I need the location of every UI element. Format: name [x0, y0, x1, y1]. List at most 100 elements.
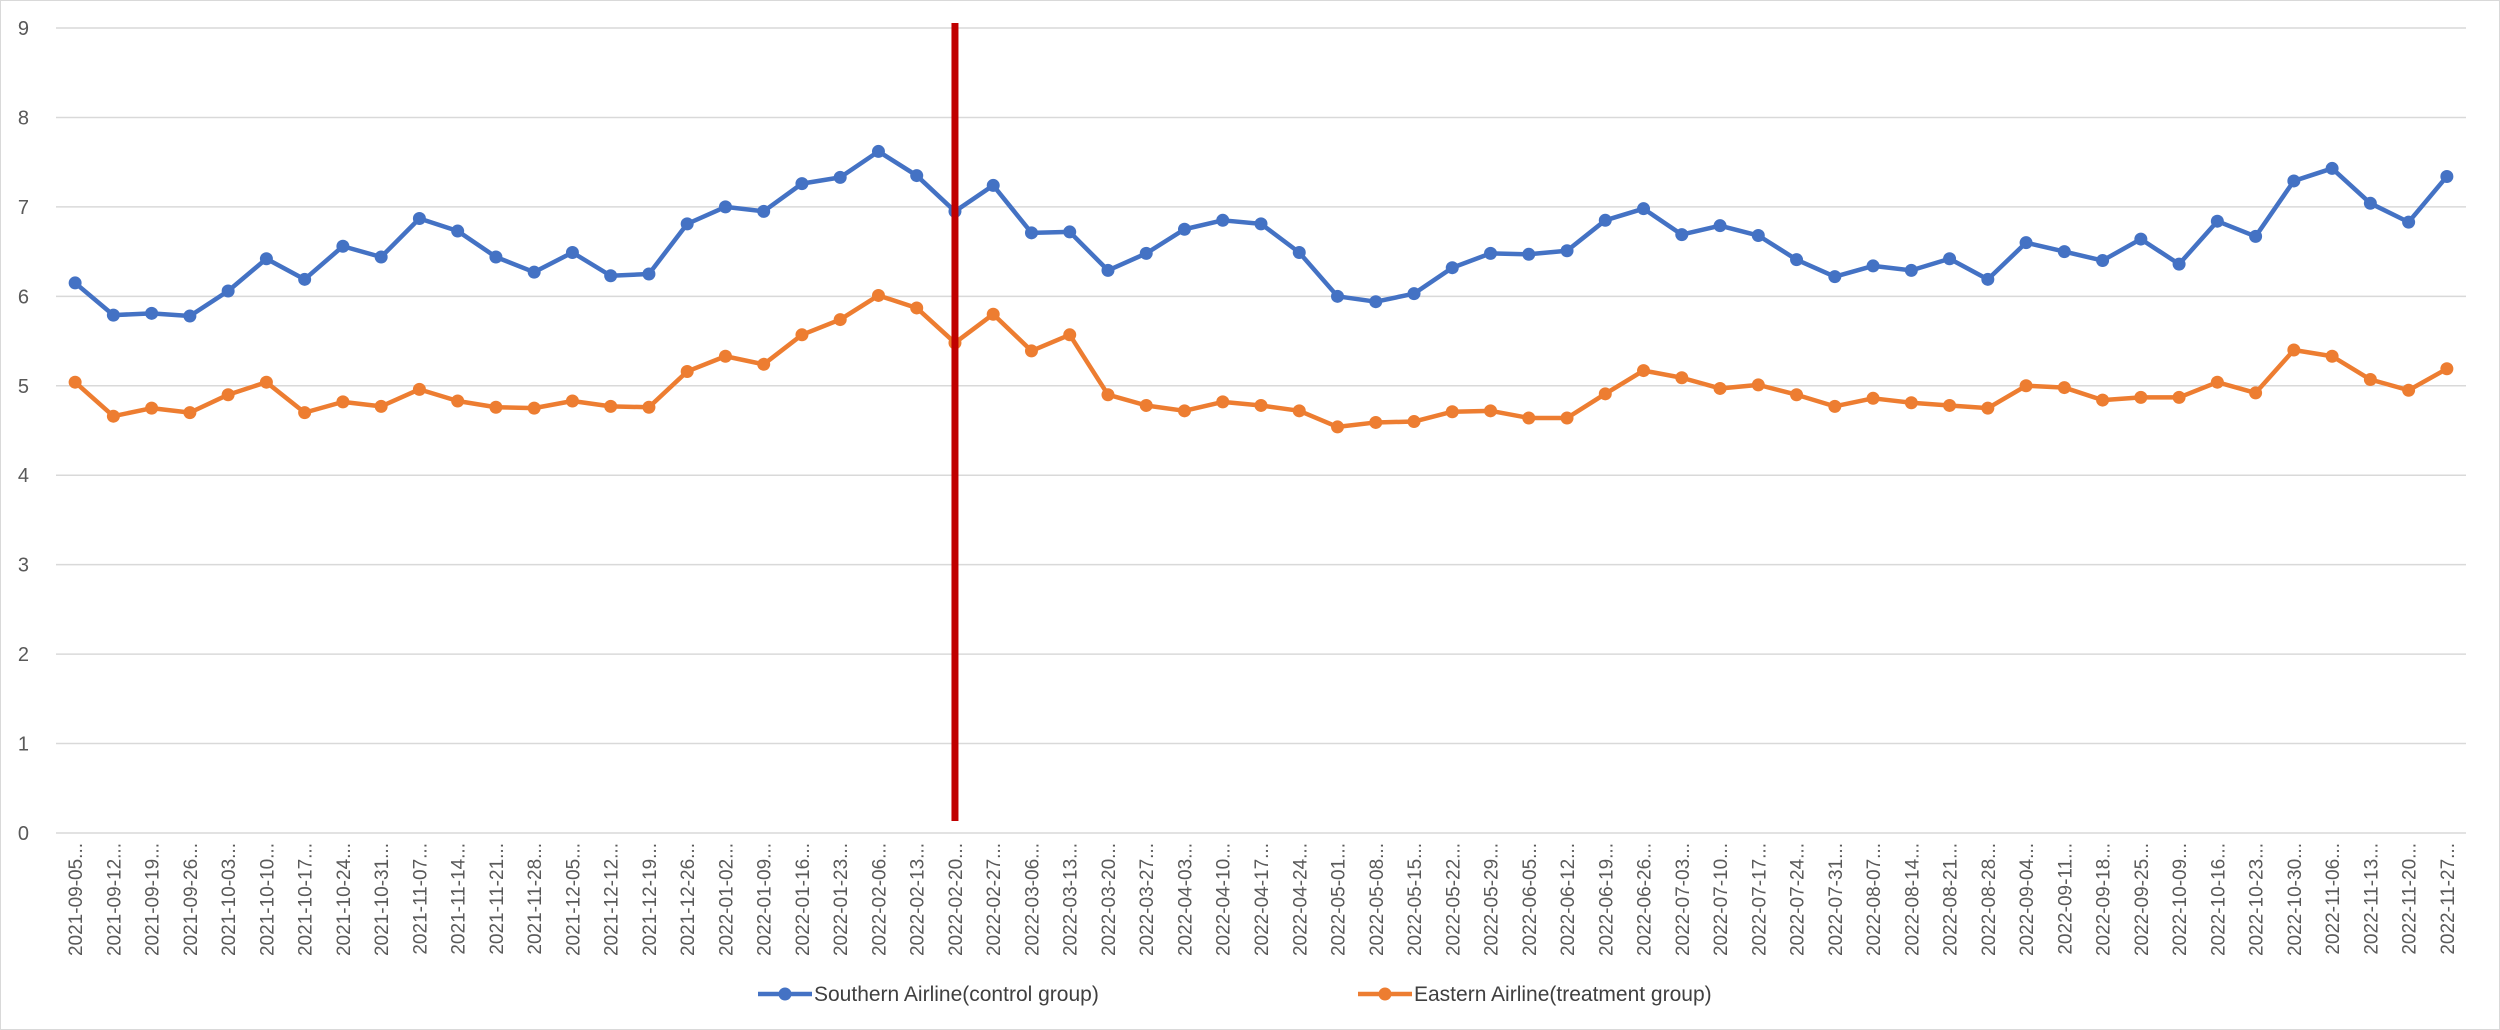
x-tick-label: 2022-09-04...	[2017, 843, 2038, 956]
data-point	[986, 307, 1000, 321]
data-point	[1790, 253, 1804, 267]
x-tick-label: 2021-11-28...	[525, 843, 546, 955]
data-point	[2287, 343, 2301, 357]
data-point	[1216, 395, 1230, 409]
data-point	[1331, 420, 1345, 434]
data-point	[2210, 214, 2224, 228]
data-point	[68, 375, 82, 389]
x-tick-label: 2022-08-21...	[1941, 843, 1962, 956]
data-point	[795, 328, 809, 342]
x-tick-label: 2022-04-24...	[1290, 843, 1311, 956]
legend-item: Southern Airline(control group)	[758, 983, 1099, 1006]
data-point	[1216, 213, 1230, 227]
data-point	[757, 204, 771, 218]
x-tick-label: 2021-11-07...	[410, 843, 431, 955]
data-point	[2249, 229, 2263, 243]
data-point	[2402, 215, 2416, 229]
data-point	[1790, 388, 1804, 402]
x-tick-label: 2022-11-13...	[2361, 843, 2382, 955]
x-tick-label: 2022-08-14...	[1902, 843, 1923, 956]
data-point	[2440, 362, 2454, 376]
x-tick-label: 2022-02-06...	[869, 843, 890, 956]
x-tick-label: 2022-04-03...	[1175, 843, 1196, 956]
x-tick-label: 2022-07-31...	[1826, 843, 1847, 956]
data-point	[451, 394, 465, 408]
x-tick-label: 2022-10-23...	[2247, 843, 2268, 956]
data-point	[604, 269, 618, 283]
data-point	[1063, 328, 1077, 342]
y-tick-label: 6	[18, 286, 29, 308]
data-point	[1713, 381, 1727, 395]
data-point	[1024, 344, 1038, 358]
data-point	[1331, 289, 1345, 303]
data-point	[1292, 246, 1306, 260]
data-point	[2134, 390, 2148, 404]
data-point	[871, 288, 885, 302]
data-point	[680, 217, 694, 231]
y-tick-label: 4	[18, 465, 29, 487]
data-point	[1522, 411, 1536, 425]
x-tick-label: 2021-10-10...	[257, 843, 278, 956]
data-point	[2096, 393, 2110, 407]
y-tick-label: 7	[18, 197, 29, 219]
data-point	[489, 400, 503, 414]
data-point	[1751, 378, 1765, 392]
x-tick-label: 2022-05-15...	[1405, 843, 1426, 956]
data-point	[1675, 371, 1689, 385]
x-tick-label: 2022-11-20...	[2400, 843, 2421, 955]
y-tick-label: 2	[18, 644, 29, 666]
data-point	[412, 212, 426, 226]
data-point	[1713, 219, 1727, 233]
data-point	[2057, 381, 2071, 395]
series-southern-airline	[68, 144, 2454, 323]
data-point	[259, 252, 273, 266]
gridlines	[56, 27, 2466, 834]
data-point	[1866, 391, 1880, 405]
x-tick-label: 2022-09-25...	[2132, 843, 2153, 956]
data-point	[1101, 388, 1115, 402]
x-tick-label: 2022-01-09...	[755, 843, 776, 956]
x-tick-label: 2022-03-20...	[1099, 843, 1120, 956]
x-tick-label: 2022-07-10...	[1711, 843, 1732, 956]
series-lines	[68, 144, 2454, 434]
data-point	[451, 224, 465, 238]
data-point	[1904, 263, 1918, 277]
x-tick-label: 2021-12-26...	[678, 843, 699, 956]
data-point	[489, 250, 503, 264]
data-point	[871, 144, 885, 158]
x-tick-label: 2022-02-27...	[984, 843, 1005, 956]
data-point	[565, 246, 579, 260]
data-point	[106, 409, 120, 423]
data-point	[183, 309, 197, 323]
data-point	[412, 382, 426, 396]
x-tick-label: 2021-10-03...	[219, 843, 240, 956]
x-tick-label: 2021-11-21...	[487, 843, 508, 955]
data-point	[1407, 415, 1421, 429]
x-tick-label: 2022-01-16...	[793, 843, 814, 956]
x-tick-label: 2022-09-11...	[2055, 843, 2076, 955]
data-point	[910, 169, 924, 183]
data-point	[2249, 386, 2263, 400]
data-point	[2325, 161, 2339, 175]
data-point	[1177, 404, 1191, 418]
data-point	[527, 265, 541, 279]
data-point	[642, 400, 656, 414]
data-point	[2402, 383, 2416, 397]
data-point	[221, 284, 235, 298]
x-tick-label: 2022-06-19...	[1596, 843, 1617, 956]
x-tick-label: 2022-08-07...	[1864, 843, 1885, 956]
data-point	[2325, 349, 2339, 363]
data-point	[1598, 387, 1612, 401]
x-tick-label: 2021-09-26...	[181, 843, 202, 956]
data-point	[1560, 244, 1574, 258]
x-tick-label: 2022-04-17...	[1252, 843, 1273, 956]
data-point	[1598, 213, 1612, 227]
series-eastern-airline	[68, 288, 2454, 434]
series-line	[72, 149, 2450, 319]
data-point	[1407, 287, 1421, 301]
data-point	[1445, 261, 1459, 275]
legend-swatch-marker	[1378, 987, 1392, 1001]
y-tick-label: 1	[18, 734, 29, 756]
x-tick-label: 2021-09-05...	[66, 843, 87, 956]
data-point	[642, 267, 656, 281]
